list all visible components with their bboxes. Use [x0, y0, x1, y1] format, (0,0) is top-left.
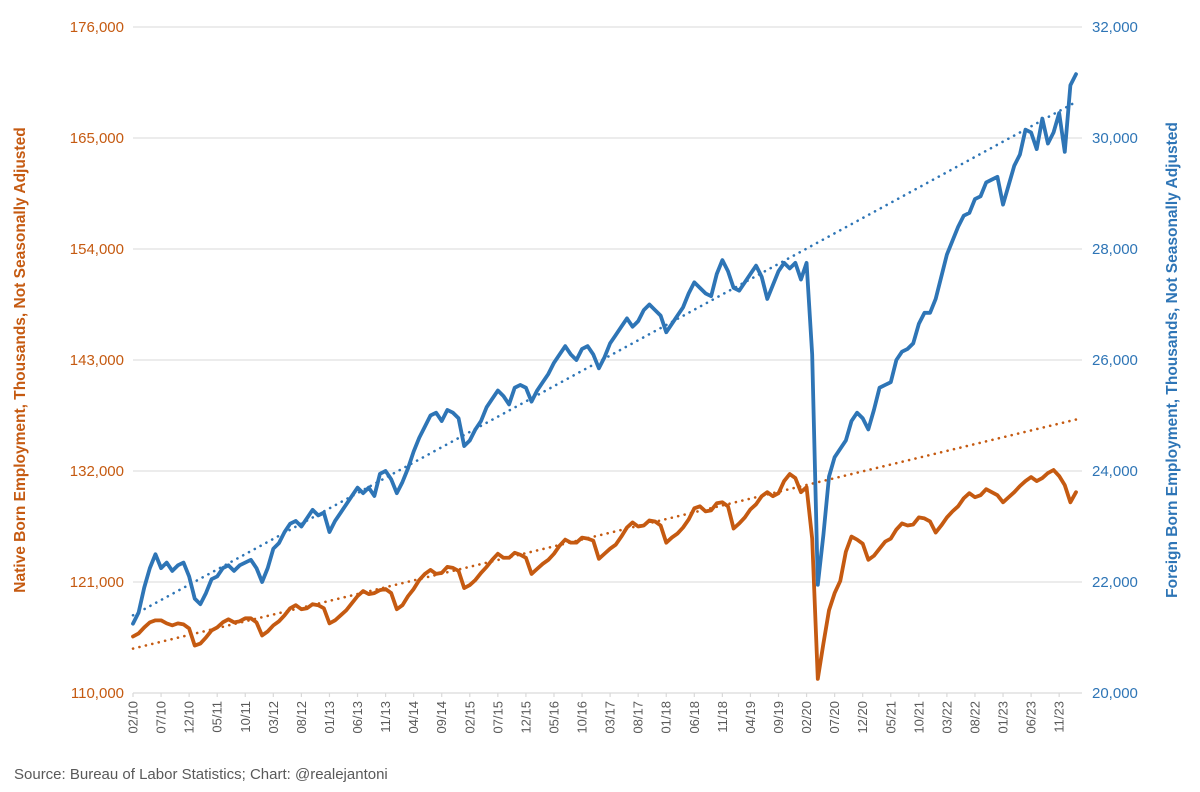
- x-tick-label: 05/21: [883, 701, 898, 734]
- x-tick-label: 01/23: [996, 701, 1011, 734]
- left-axis-tick-label: 143,000: [70, 352, 124, 369]
- x-tick-label: 11/18: [715, 701, 730, 733]
- x-tick-label: 03/22: [939, 701, 954, 734]
- x-tick-label: 11/23: [1052, 701, 1067, 733]
- x-tick-label: 03/17: [603, 701, 618, 734]
- x-tick-label: 06/23: [1024, 701, 1039, 734]
- foreign-trendline: [131, 100, 1078, 617]
- left-axis-tick-label: 154,000: [70, 241, 124, 258]
- x-tick-label: 06/18: [687, 701, 702, 734]
- foreign-series-line: [131, 72, 1078, 626]
- x-tick-label: 08/12: [294, 701, 309, 734]
- x-tick-label: 06/13: [350, 701, 365, 734]
- x-tick-label: 11/13: [378, 701, 393, 733]
- x-tick-label: 02/15: [462, 701, 477, 734]
- x-tick-label: 02/20: [799, 701, 814, 734]
- right-axis-title: Foreign Born Employment, Thousands, Not …: [1164, 122, 1181, 598]
- x-tick-label: 02/10: [126, 701, 141, 734]
- x-tick-label: 10/16: [575, 701, 590, 734]
- x-tick-label: 12/15: [518, 701, 533, 734]
- right-axis-tick-label: 32,000: [1092, 19, 1138, 36]
- left-axis-tick-label: 132,000: [70, 463, 124, 480]
- x-tick-label: 07/10: [154, 701, 169, 734]
- right-axis-tick-label: 30,000: [1092, 130, 1138, 147]
- right-axis-tick-label: 26,000: [1092, 352, 1138, 369]
- x-tick-label: 08/22: [967, 701, 982, 734]
- x-tick-label: 07/15: [490, 701, 505, 734]
- x-tick-label: 12/20: [855, 701, 870, 734]
- x-tick-label: 05/16: [546, 701, 561, 734]
- right-axis-tick-label: 20,000: [1092, 685, 1138, 702]
- right-axis-tick-label: 28,000: [1092, 241, 1138, 258]
- left-axis-title: Native Born Employment, Thousands, Not S…: [12, 127, 29, 592]
- source-credit: Source: Bureau of Labor Statistics; Char…: [14, 766, 388, 783]
- native-series-line: [131, 468, 1078, 681]
- left-axis-tick-label: 110,000: [71, 685, 124, 702]
- x-tick-label: 01/18: [659, 701, 674, 734]
- x-tick-label: 04/19: [743, 701, 758, 734]
- x-tick-label: 10/21: [911, 701, 926, 734]
- right-axis-tick-label: 22,000: [1092, 574, 1138, 591]
- left-axis-tick-label: 176,000: [70, 19, 124, 36]
- x-tick-label: 04/14: [406, 701, 421, 734]
- x-tick-label: 09/19: [771, 701, 786, 734]
- left-axis-tick-label: 121,000: [70, 574, 124, 591]
- x-tick-label: 01/13: [322, 701, 337, 734]
- x-tick-label: 05/11: [210, 701, 225, 733]
- left-axis-tick-label: 165,000: [70, 130, 124, 147]
- x-tick-label: 08/17: [631, 701, 646, 734]
- right-axis-tick-label: 24,000: [1092, 463, 1138, 480]
- x-tick-label: 09/14: [434, 701, 449, 734]
- x-tick-label: 03/12: [266, 701, 281, 734]
- x-tick-label: 07/20: [827, 701, 842, 734]
- x-tick-label: 12/10: [182, 701, 197, 734]
- x-tick-label: 10/11: [238, 701, 253, 733]
